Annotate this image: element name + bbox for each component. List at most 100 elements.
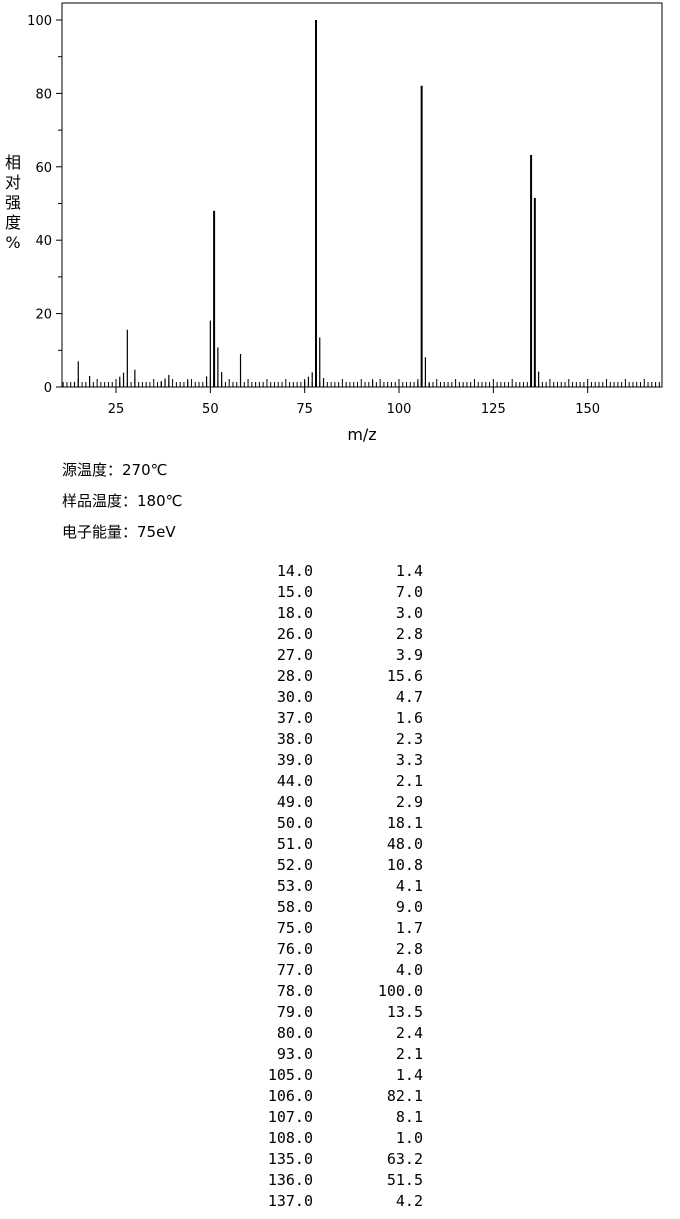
peak-mz: 51.0 [276, 835, 313, 853]
y-tick-label: 80 [35, 87, 52, 102]
peak-mz: 38.0 [276, 730, 313, 748]
peak-row: 77.0 4.0 [240, 959, 440, 980]
peak-row: 79.0 13.5 [240, 1001, 440, 1022]
peak-row: 93.0 2.1 [240, 1043, 440, 1064]
peak-row: 106.0 82.1 [240, 1085, 440, 1106]
peak-intensity: 2.4 [395, 1024, 423, 1042]
peak-intensity: 1.4 [395, 1066, 423, 1084]
peak-intensity: 2.8 [395, 940, 423, 958]
peak-row: 50.0 18.1 [240, 812, 440, 833]
peak-row: 75.0 1.7 [240, 917, 440, 938]
peak-mz: 80.0 [276, 1024, 313, 1042]
x-minor-ticks [62, 379, 660, 387]
peak-row: 135.0 63.2 [240, 1148, 440, 1169]
peak-mz: 28.0 [276, 667, 313, 685]
x-tick-label: 75 [296, 402, 313, 417]
y-axis-label-text: 相对强度% [5, 153, 21, 252]
y-tick-label: 40 [35, 234, 52, 249]
x-tick-label: 50 [202, 402, 219, 417]
peak-mz: 15.0 [276, 583, 313, 601]
peak-mz: 27.0 [276, 646, 313, 664]
peak-mz: 79.0 [276, 1003, 313, 1021]
condition-label: 电子能量： [62, 523, 138, 541]
peak-row: 58.0 9.0 [240, 896, 440, 917]
peak-row: 108.0 1.0 [240, 1127, 440, 1148]
peak-row: 49.0 2.9 [240, 791, 440, 812]
peak-row: 76.0 2.8 [240, 938, 440, 959]
peak-intensity: 3.9 [395, 646, 423, 664]
peak-intensity: 48.0 [386, 835, 423, 853]
condition-value: 75eV [137, 523, 176, 541]
peak-mz: 14.0 [276, 562, 313, 580]
peak-intensity: 2.8 [395, 625, 423, 643]
peak-row: 105.0 1.4 [240, 1064, 440, 1085]
peak-mz: 50.0 [276, 814, 313, 832]
peak-mz: 137.0 [267, 1192, 313, 1210]
peak-intensity: 4.2 [395, 1192, 423, 1210]
peak-row: 51.0 48.0 [240, 833, 440, 854]
peak-intensity: 100.0 [377, 982, 423, 1000]
peak-intensity: 9.0 [395, 898, 423, 916]
peak-mz: 52.0 [276, 856, 313, 874]
peak-mz: 39.0 [276, 751, 313, 769]
peak-mz: 78.0 [276, 982, 313, 1000]
peak-intensity: 10.8 [386, 856, 423, 874]
condition-row: 电子能量：75eV [62, 521, 176, 542]
condition-label: 源温度： [62, 461, 123, 479]
peak-intensity: 18.1 [386, 814, 423, 832]
peak-intensity: 3.3 [395, 751, 423, 769]
peak-mz: 136.0 [267, 1171, 313, 1189]
peak-intensity: 2.3 [395, 730, 423, 748]
y-tick-label: 60 [35, 161, 52, 176]
peak-intensity: 1.7 [395, 919, 423, 937]
condition-row: 样品温度：180℃ [62, 490, 183, 511]
peak-intensity: 4.0 [395, 961, 423, 979]
peak-intensity: 13.5 [386, 1003, 423, 1021]
peak-intensity: 82.1 [386, 1087, 423, 1105]
peak-mz: 77.0 [276, 961, 313, 979]
peak-row: 44.0 2.1 [240, 770, 440, 791]
y-tick-label: 0 [44, 381, 52, 396]
peak-row: 38.0 2.3 [240, 728, 440, 749]
y-axis-label-char: 对 [5, 173, 21, 192]
peak-mz: 76.0 [276, 940, 313, 958]
plot-frame [61, 2, 663, 388]
y-axis: 0 20 40 60 80 100 [27, 14, 62, 396]
spectrum-peaks [73, 20, 540, 387]
peak-mz: 37.0 [276, 709, 313, 727]
y-tick-label: 20 [35, 308, 52, 323]
peak-row: 53.0 4.1 [240, 875, 440, 896]
peak-mz: 75.0 [276, 919, 313, 937]
x-tick-label: 25 [108, 402, 125, 417]
peak-mz: 49.0 [276, 793, 313, 811]
condition-value: 180℃ [137, 492, 183, 510]
peak-row: 14.0 1.4 [240, 560, 440, 581]
peak-intensity: 51.5 [386, 1171, 423, 1189]
peak-row: 26.0 2.8 [240, 623, 440, 644]
peak-intensity: 63.2 [386, 1150, 423, 1168]
peak-intensity: 3.0 [395, 604, 423, 622]
peak-mz: 30.0 [276, 688, 313, 706]
peak-row: 28.0 15.6 [240, 665, 440, 686]
y-tick-label: 100 [27, 14, 52, 29]
y-axis-label: 相对强度% [5, 153, 21, 252]
x-axis: 25 50 75 100 125 150 [108, 387, 600, 417]
peak-intensity: 2.9 [395, 793, 423, 811]
x-tick-label: 150 [575, 402, 600, 417]
peak-intensity: 1.4 [395, 562, 423, 580]
peak-intensity: 1.0 [395, 1129, 423, 1147]
peak-mz: 18.0 [276, 604, 313, 622]
peak-mz: 106.0 [267, 1087, 313, 1105]
peak-mz: 58.0 [276, 898, 313, 916]
condition-value: 270℃ [122, 461, 168, 479]
peak-mz: 44.0 [276, 772, 313, 790]
condition-label: 样品温度： [62, 492, 138, 510]
x-tick-label: 100 [387, 402, 412, 417]
peak-intensity: 8.1 [395, 1108, 423, 1126]
peak-row: 18.0 3.0 [240, 602, 440, 623]
peak-mz: 26.0 [276, 625, 313, 643]
peak-mz: 105.0 [267, 1066, 313, 1084]
peak-row: 80.0 2.4 [240, 1022, 440, 1043]
peak-row: 107.0 8.1 [240, 1106, 440, 1127]
y-axis-label-char: 相 [5, 153, 21, 172]
